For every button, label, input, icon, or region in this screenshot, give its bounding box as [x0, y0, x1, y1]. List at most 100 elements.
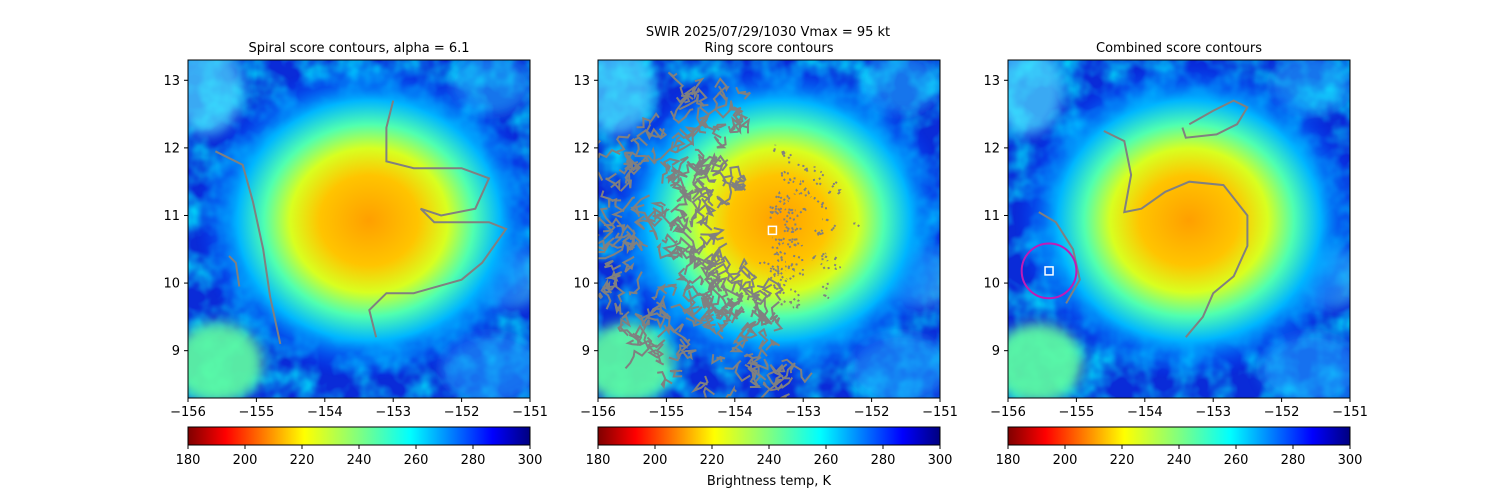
- ring-contour: [656, 283, 678, 296]
- ring-contour: [616, 133, 631, 153]
- ring-contour: [672, 108, 694, 124]
- ring-contour: [711, 242, 728, 263]
- ring-contour-inner: [780, 170, 789, 177]
- ring-contour: [751, 299, 769, 321]
- panel-combined: Combined score contours −156 −155 −154 −153…: [983, 41, 1367, 468]
- ring-contour: [659, 160, 671, 184]
- ring-contour: [703, 386, 715, 398]
- ring-contour-inner: [797, 163, 809, 172]
- colorbar-ring: 180 200 220 240 260 280 300: [586, 426, 953, 468]
- ring-contour-inner: [794, 303, 801, 309]
- ring-contour-inner: [789, 178, 795, 184]
- x-tick-label: −156: [170, 405, 206, 420]
- ring-contour: [711, 303, 725, 320]
- y-tick-label: 9: [582, 344, 590, 359]
- ring-contour-inner: [780, 171, 787, 182]
- ring-contour: [599, 207, 616, 233]
- ring-contour: [722, 165, 747, 182]
- ring-contour: [762, 381, 783, 392]
- y-tick-label: 10: [983, 277, 1000, 292]
- ring-contour-inner: [822, 252, 829, 262]
- ring-contour: [651, 283, 666, 301]
- ring-contour: [669, 369, 683, 378]
- colorbar-tick-label: 280: [871, 453, 896, 468]
- colorbar-tick-label: 220: [1110, 453, 1135, 468]
- y-tick-label: 9: [172, 344, 180, 359]
- ring-contour: [657, 371, 673, 390]
- ring-contour: [699, 232, 724, 246]
- ring-contour: [656, 242, 680, 260]
- colorbar-tick-label: 200: [643, 453, 668, 468]
- ring-contour-inner: [789, 297, 796, 305]
- x-tick-label: −152: [444, 405, 480, 420]
- satellite-imagery-combined: [1008, 60, 1350, 398]
- colorbar-gradient: [597, 426, 941, 446]
- ring-contour-inner: [774, 266, 780, 272]
- ring-contour: [781, 358, 813, 384]
- ring-contour: [712, 162, 727, 187]
- ring-contour: [710, 275, 721, 293]
- ring-contour-inner: [773, 251, 779, 257]
- ring-contour-inner: [776, 268, 783, 277]
- colorbar-tick-label: 300: [928, 453, 953, 468]
- plot-frame: [187, 59, 531, 399]
- ring-contour: [700, 294, 721, 321]
- x-tick-label: −152: [1264, 405, 1300, 420]
- ring-contour-inner: [813, 166, 818, 173]
- ring-contour: [628, 271, 643, 296]
- ring-contour-inner: [785, 216, 796, 224]
- ring-contour: [766, 373, 794, 392]
- colorbar-tick-label: 280: [1281, 453, 1306, 468]
- colorbar-tick-label: 260: [1224, 453, 1249, 468]
- ring-contour-inner: [788, 209, 796, 215]
- ring-contour-inner: [832, 263, 842, 270]
- ring-contour: [619, 310, 632, 337]
- ring-contour: [680, 336, 693, 361]
- ring-contour-inner: [775, 208, 780, 216]
- ring-contour-inner: [788, 240, 798, 249]
- colorbar-gradient: [1007, 426, 1351, 446]
- ring-contour: [690, 375, 709, 393]
- ring-contour-inner: [822, 217, 830, 222]
- ring-contour-inner: [791, 227, 797, 234]
- ring-contour-inner: [777, 256, 786, 263]
- ring-contour: [742, 276, 763, 302]
- x-tick-label: −154: [1127, 405, 1163, 420]
- ring-contour: [692, 167, 712, 187]
- ring-contour-inner: [796, 207, 807, 218]
- ring-contour: [674, 208, 689, 227]
- x-tick-label: −155: [239, 405, 275, 420]
- ring-contour: [646, 299, 667, 321]
- ring-contour: [724, 385, 737, 398]
- x-tick-label: −156: [990, 405, 1026, 420]
- x-tick-label: −153: [375, 405, 411, 420]
- ring-contour: [598, 216, 614, 240]
- ring-contour: [621, 255, 635, 273]
- ring-contour-inner: [790, 288, 800, 297]
- colorbar-tick-label: 260: [404, 453, 429, 468]
- colorbar-tick-label: 200: [1053, 453, 1078, 468]
- ring-contour-inner: [765, 291, 774, 298]
- ring-contour: [670, 141, 694, 154]
- ring-contour: [684, 126, 701, 139]
- ring-contour: [611, 196, 636, 219]
- ring-contour-inner: [834, 188, 842, 195]
- ring-contour: [674, 214, 693, 234]
- y-tick-label: 13: [163, 74, 180, 89]
- colorbar-label: Brightness temp, K: [707, 474, 832, 489]
- ring-contour-inner: [771, 282, 780, 288]
- spiral-contour-0: [368, 100, 508, 338]
- colorbar-tick-label: 280: [461, 453, 486, 468]
- ring-contour: [598, 171, 604, 181]
- ring-contour: [689, 255, 713, 270]
- ring-contour-inner: [782, 194, 791, 202]
- combined-contour-2: [1038, 211, 1081, 304]
- ring-contour: [694, 148, 722, 168]
- ring-contour: [647, 343, 665, 359]
- ring-contour-inner: [830, 224, 837, 232]
- ring-contour: [669, 220, 683, 233]
- ring-contour-inner: [781, 275, 788, 288]
- ring-contour-inner: [777, 237, 786, 245]
- ring-contour: [624, 152, 650, 163]
- ring-contour: [724, 359, 751, 383]
